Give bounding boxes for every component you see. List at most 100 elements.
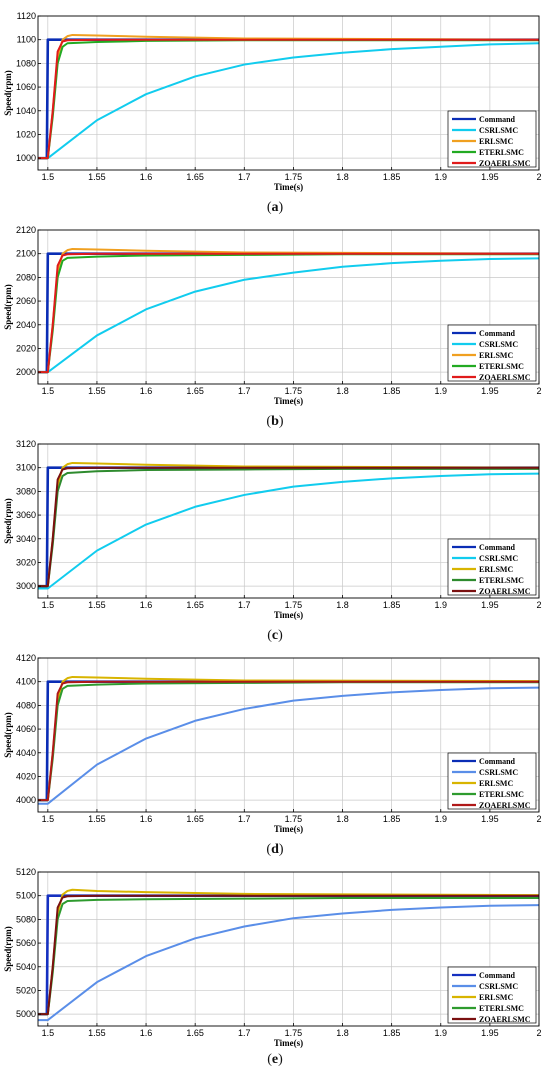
y-tick-label: 4060 [16,724,36,734]
x-tick-label: 1.6 [140,386,153,396]
x-tick-label: 2 [536,600,541,610]
legend: Command CSRLSMC ERLSMC ETERLSMC ZOAERLSMC [447,538,537,596]
x-tick-label: 1.55 [88,386,106,396]
legend: Command CSRLSMC ERLSMC ETERLSMC ZOAERLSMC [447,324,537,382]
x-tick-label: 1.5 [42,172,55,182]
legend-label: ERLSMC [479,351,513,360]
panel-caption-letter: b [271,414,279,429]
legend: Command CSRLSMC ERLSMC ETERLSMC ZOAERLSMC [447,966,537,1024]
x-tick-label: 2 [536,386,541,396]
legend-label: ETERLSMC [479,1004,524,1013]
y-tick-label: 3000 [16,581,36,591]
legend-label: CSRLSMC [479,768,518,777]
x-axis-label: Time(s) [274,182,303,192]
legend-label: Command [479,329,516,338]
legend: Command CSRLSMC ERLSMC ETERLSMC ZOAERLSMC [447,110,537,168]
y-tick-label: 5100 [16,891,36,901]
x-tick-label: 1.85 [383,1028,401,1038]
x-tick-label: 1.75 [285,1028,303,1038]
y-tick-label: 1000 [16,153,36,163]
x-tick-label: 1.5 [42,1028,55,1038]
x-tick-label: 1.95 [481,600,499,610]
series-line-csrlsmc [38,472,539,590]
y-tick-label: 2100 [16,249,36,259]
legend-label: ERLSMC [479,565,513,574]
y-tick-label: 4120 [16,653,36,663]
x-tick-label: 1.9 [435,1028,448,1038]
legend-label: ZOAERLSMC [479,159,531,168]
legend-label: ZOAERLSMC [479,1015,531,1024]
panel-caption-letter: d [271,842,279,857]
legend-label: Command [479,543,516,552]
series-line-zoaerlsmc [38,466,539,588]
y-tick-label: 5060 [16,938,36,948]
y-tick-label: 1020 [16,129,36,139]
y-tick-label: 3020 [16,557,36,567]
legend-box [447,110,537,168]
x-tick-label: 1.9 [435,386,448,396]
x-tick-label: 1.85 [383,814,401,824]
chart-panel-e: 1.5 1.55 1.6 1.65 1.7 1.75 1.8 1.85 1.9 1.95 2 5000… [3,867,542,1048]
panel-caption: (d) [266,842,284,857]
x-tick-label: 1.6 [140,600,153,610]
y-tick-label: 1040 [16,106,36,116]
y-tick-label: 5120 [16,867,36,877]
y-tick-label: 3060 [16,510,36,520]
y-tick-label: 4000 [16,795,36,805]
series-line-csrlsmc [38,257,539,374]
y-tick-label: 4020 [16,771,36,781]
y-tick-label: 5000 [16,1009,36,1019]
x-tick-label: 1.5 [42,386,55,396]
x-tick-label: 1.95 [481,814,499,824]
x-tick-label: 1.6 [140,172,153,182]
chart-panel-c: 1.5 1.55 1.6 1.65 1.7 1.75 1.8 1.85 1.9 1.95 2 3000… [3,439,542,620]
x-tick-label: 1.75 [285,600,303,610]
series-group [38,247,539,374]
x-axis-label: Time(s) [274,396,303,406]
panel-caption: (b) [266,414,284,429]
x-tick-label: 1.65 [186,172,204,182]
y-tick-label: 4080 [16,700,36,710]
legend-label: ETERLSMC [479,576,524,585]
series-line-zoaerlsmc [38,38,539,160]
y-tick-label: 4100 [16,677,36,687]
legend-label: ERLSMC [479,993,513,1002]
y-axis-label: Speed(rpm) [3,70,13,116]
x-tick-label: 1.65 [186,600,204,610]
legend-label: CSRLSMC [479,340,518,349]
y-axis-label: Speed(rpm) [3,712,13,758]
series-line-zoaerlsmc [38,252,539,374]
y-tick-label: 5080 [16,914,36,924]
x-tick-label: 1.8 [336,386,349,396]
x-axis-label: Time(s) [274,824,303,834]
y-tick-label: 1120 [17,11,36,21]
panel-caption-letter: a [271,200,279,215]
x-tick-label: 1.95 [481,1028,499,1038]
legend-label: ERLSMC [479,779,513,788]
axes-box [37,443,540,599]
axes-box [37,229,540,385]
legend-label: ETERLSMC [479,362,524,371]
x-tick-label: 2 [536,1028,541,1038]
x-tick-label: 1.9 [435,814,448,824]
y-tick-label: 3080 [16,486,36,496]
series-group [38,461,539,590]
y-tick-label: 3040 [16,534,36,544]
x-tick-label: 1.5 [42,814,55,824]
x-tick-label: 1.75 [285,814,303,824]
x-tick-label: 1.9 [435,172,448,182]
x-axis-label: Time(s) [274,1038,303,1048]
legend-box [447,538,537,596]
x-tick-label: 2 [536,172,541,182]
legend-label: ERLSMC [479,137,513,146]
y-tick-label: 5020 [16,985,36,995]
x-tick-label: 1.9 [435,600,448,610]
panel-caption: (a) [266,200,284,215]
x-tick-label: 1.7 [238,172,251,182]
axes-box [37,871,540,1027]
legend-label: CSRLSMC [479,554,518,563]
legend-box [447,324,537,382]
x-tick-label: 1.5 [42,600,55,610]
x-tick-label: 1.7 [238,1028,251,1038]
